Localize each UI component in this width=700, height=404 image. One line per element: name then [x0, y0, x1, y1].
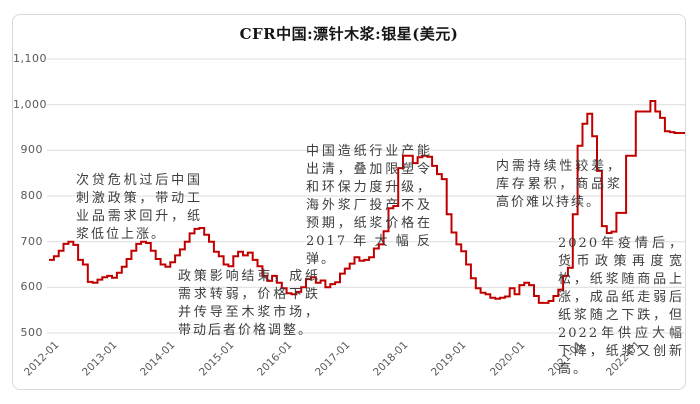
annotation-2017-rebound: 中国造纸行业产能出清，叠加限塑令和环保力度升级，海外浆厂投产不及预期，纸浆价格在…: [306, 144, 432, 267]
y-tick-label: 800: [20, 189, 43, 202]
chart-figure: CFR中国:漂针木浆:银星(美元) 1,100 1,000 900 800 700 600…: [12, 14, 686, 390]
annotation-2020-pandemic: 2020年疫情后，货币政策再度宽松，纸浆随商品上涨，成品纸走弱后纸浆随之下跌，但…: [558, 236, 684, 377]
pulp-price-series: [49, 100, 685, 304]
y-tick-label: 900: [20, 143, 43, 157]
chart-title: CFR中国:漂针木浆:银星(美元): [239, 25, 459, 43]
y-tick-label: 1,000: [13, 97, 47, 111]
y-tick-label: 1,100: [13, 52, 47, 65]
price-line-chart: [47, 58, 685, 334]
y-tick-label: 700: [20, 234, 43, 248]
y-tick-label: 600: [20, 280, 43, 294]
y-tick-label: 500: [20, 326, 43, 339]
annotation-2014-policy-end: 政策影响结束，成纸需求转弱，价格下跌并传导至木浆市场，带动后者价格调整。: [178, 269, 320, 338]
annotation-2018-inventory: 内需持续性较差，库存累积，商品浆高价难以持续。: [496, 159, 622, 210]
annotation-2012-stimulus: 次贷危机过后中国刺激政策，带动工业品需求回升，纸浆低位上涨。: [76, 173, 202, 242]
